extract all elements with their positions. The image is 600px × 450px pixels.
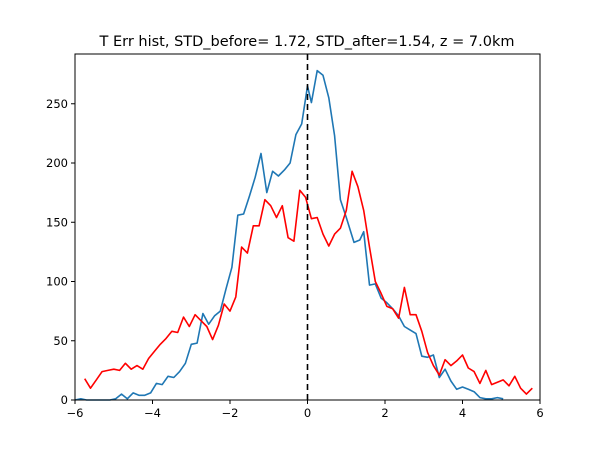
y-tick-label: 0	[61, 393, 68, 407]
y-tick-label: 100	[46, 275, 68, 289]
y-tick-label: 250	[46, 97, 68, 111]
x-tick-label: −2	[222, 406, 239, 420]
x-tick-label: −6	[67, 406, 84, 420]
series-line-1	[84, 170, 533, 395]
y-tick-label: 200	[46, 156, 68, 170]
y-tick-label: 50	[53, 334, 68, 348]
x-tick-label: 6	[536, 406, 543, 420]
x-tick-label: −4	[144, 406, 161, 420]
plot-area: −6 −4 −2 0 2 4 6 0 50 100 150 200 250	[46, 53, 544, 420]
x-tick-label: 4	[459, 406, 466, 420]
chart-title: T Err hist, STD_before= 1.72, STD_after=…	[99, 34, 515, 50]
x-tick-label: 2	[381, 406, 388, 420]
y-tick-label: 150	[46, 215, 68, 229]
x-tick-label: 0	[304, 406, 311, 420]
series-line-0	[74, 69, 504, 401]
